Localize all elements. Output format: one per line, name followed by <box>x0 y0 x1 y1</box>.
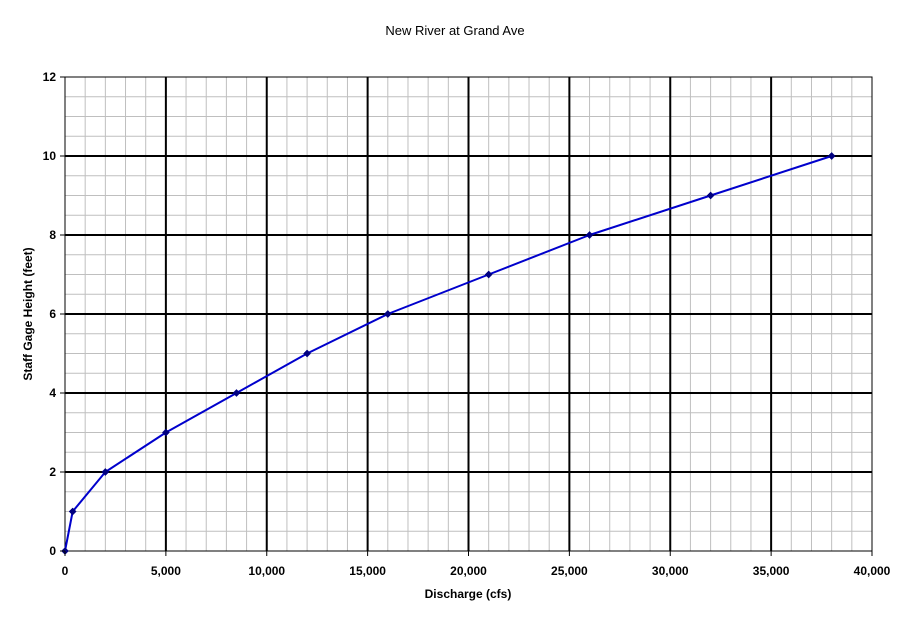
x-tick-label: 20,000 <box>450 564 487 578</box>
data-point <box>484 270 493 279</box>
y-axis-label: Staff Gage Height (feet) <box>21 247 35 380</box>
data-point <box>161 428 170 437</box>
data-point <box>827 152 836 160</box>
x-tick-label: 40,000 <box>854 564 891 578</box>
x-tick-label: 15,000 <box>349 564 386 578</box>
major-grid <box>65 77 872 551</box>
x-tick-label: 25,000 <box>551 564 588 578</box>
plot-area <box>61 76 873 555</box>
y-tick-label: 4 <box>49 386 56 400</box>
data-point <box>706 191 715 200</box>
series <box>61 152 836 555</box>
y-axis-ticks: 0 2 4 6 8 10 12 <box>43 70 65 558</box>
x-tick-label: 5,000 <box>151 564 181 578</box>
y-tick-label: 8 <box>49 228 56 242</box>
data-point <box>232 389 241 397</box>
y-tick-label: 6 <box>49 307 56 321</box>
data-point <box>383 310 392 318</box>
data-point <box>101 468 110 476</box>
x-tick-label: 10,000 <box>248 564 285 578</box>
data-point <box>585 231 594 239</box>
x-tick-label: 35,000 <box>753 564 790 578</box>
chart-title: New River at Grand Ave <box>385 23 524 38</box>
y-tick-label: 2 <box>49 465 56 479</box>
y-tick-label: 0 <box>49 544 56 558</box>
x-tick-label: 0 <box>62 564 69 578</box>
x-axis-label: Discharge (cfs) <box>425 587 512 601</box>
x-tick-label: 30,000 <box>652 564 689 578</box>
x-axis-ticks: 0 5,000 10,000 15,000 20,000 25,000 30,000 35,0… <box>62 551 891 578</box>
data-point <box>68 507 77 516</box>
data-point <box>303 349 312 358</box>
y-tick-label: 10 <box>43 149 57 163</box>
y-tick-label: 12 <box>43 70 57 84</box>
